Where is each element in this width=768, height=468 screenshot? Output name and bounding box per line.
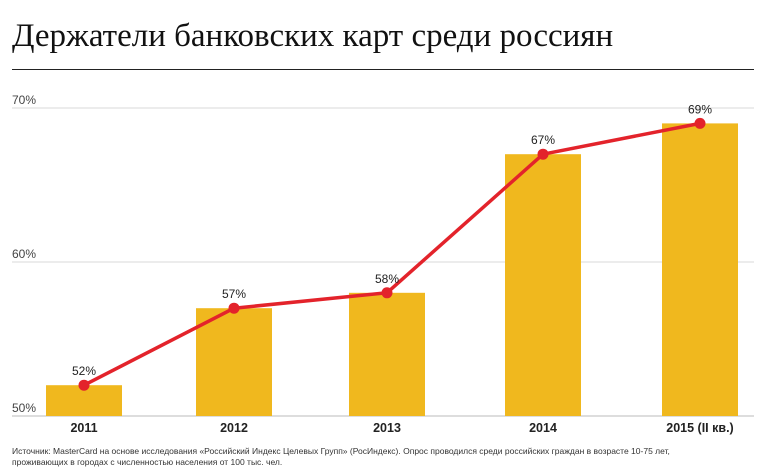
- data-point: [228, 302, 240, 314]
- footnote-line-2: проживающих в городах с численностью нас…: [12, 457, 283, 467]
- data-point: [694, 117, 706, 129]
- bar: [505, 154, 581, 416]
- data-point: [537, 148, 549, 160]
- bar: [196, 308, 272, 416]
- data-label: 57%: [222, 287, 246, 301]
- y-tick-label: 50%: [12, 401, 36, 415]
- page-title: Держатели банковских карт среди россиян: [12, 18, 614, 54]
- y-tick-label: 60%: [12, 247, 36, 261]
- footnote-line-1: Источник: MasterCard на основе исследова…: [12, 446, 670, 456]
- footnote: Источник: MasterCard на основе исследова…: [12, 446, 670, 468]
- data-label: 58%: [375, 272, 399, 286]
- data-label: 69%: [688, 102, 712, 116]
- y-tick-label: 70%: [12, 93, 36, 107]
- x-tick-label: 2015 (II кв.): [666, 421, 733, 435]
- x-tick-label: 2011: [70, 421, 97, 435]
- data-point: [381, 287, 393, 299]
- bar: [349, 292, 425, 416]
- x-tick-label: 2013: [373, 421, 401, 435]
- x-tick-label: 2014: [529, 421, 557, 435]
- title-divider: [12, 69, 754, 70]
- chart: 50% 60% 70% 2011 2012 2013 2014 2015 (II кв.) 52…: [12, 93, 754, 435]
- bar: [662, 123, 738, 417]
- data-label: 52%: [72, 364, 96, 378]
- data-label: 67%: [531, 133, 555, 147]
- x-tick-label: 2012: [220, 421, 248, 435]
- data-point: [78, 379, 90, 391]
